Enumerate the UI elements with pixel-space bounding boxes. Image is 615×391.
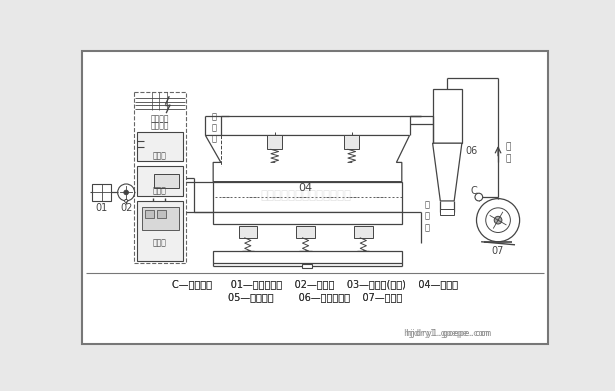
Polygon shape [205, 135, 410, 182]
Bar [440, 209, 454, 215]
Text: 常州市环佳干燥设备有限公司: 常州市环佳干燥设备有限公司 [260, 189, 351, 202]
Bar [213, 251, 402, 262]
Bar [92, 184, 111, 201]
Bar [137, 166, 183, 196]
Bar [141, 207, 178, 230]
Circle shape [486, 208, 510, 233]
Text: 04: 04 [298, 183, 312, 193]
Bar [296, 226, 315, 238]
Text: 01: 01 [95, 203, 108, 213]
Text: 冷风管道: 冷风管道 [151, 114, 169, 123]
Text: 02: 02 [120, 203, 132, 213]
Bar [354, 226, 373, 238]
Circle shape [124, 190, 129, 195]
Text: 05—振动电机        06—旋风收尘器    07—引风机: 05—振动电机 06—旋风收尘器 07—引风机 [228, 292, 402, 302]
Circle shape [125, 199, 128, 203]
Circle shape [494, 216, 502, 224]
Circle shape [477, 199, 520, 242]
Text: 06: 06 [465, 146, 477, 156]
Bar [137, 132, 183, 161]
Text: 燃煤炉: 燃煤炉 [153, 239, 167, 248]
Bar [157, 210, 166, 218]
Text: 07: 07 [492, 246, 504, 256]
Circle shape [117, 184, 135, 201]
Text: 05—振动电机        06—旋风收尘器    07—引风机: 05—振动电机 06—旋风收尘器 07—引风机 [228, 292, 402, 302]
Bar [432, 89, 462, 143]
Bar [267, 135, 282, 149]
Polygon shape [432, 143, 462, 201]
Text: 燃油炉: 燃油炉 [153, 152, 167, 161]
Bar [239, 226, 257, 238]
Text: hjdry1.goepe.com: hjdry1.goepe.com [403, 329, 490, 338]
Text: 进
料
口: 进 料 口 [212, 112, 217, 143]
Bar [134, 91, 186, 262]
Text: C: C [471, 186, 478, 196]
Text: 尾
气: 尾 气 [506, 143, 511, 163]
Bar [213, 212, 402, 224]
Text: C—风量可调      01—空气过滤器    02—送风机    03—加热器(可选)    04—流化床: C—风量可调 01—空气过滤器 02—送风机 03—加热器(可选) 04—流化床 [172, 279, 458, 289]
Circle shape [142, 176, 153, 186]
Bar [213, 182, 402, 212]
Text: C—风量可调      01—空气过滤器    02—送风机    03—加热器(可选)    04—流化床: C—风量可调 01—空气过滤器 02—送风机 03—加热器(可选) 04—流化床 [172, 279, 458, 289]
Text: 蒸气、电: 蒸气、电 [151, 122, 169, 131]
Ellipse shape [151, 138, 169, 150]
Text: 出
料
口: 出 料 口 [425, 201, 430, 232]
Bar [154, 174, 178, 188]
Text: 燃气炉: 燃气炉 [153, 187, 167, 196]
Bar [344, 135, 359, 149]
Bar [302, 264, 312, 268]
Bar [137, 201, 183, 261]
Bar [145, 210, 154, 218]
Circle shape [475, 193, 483, 201]
Text: hjdry1.goepe.com: hjdry1.goepe.com [405, 329, 491, 338]
